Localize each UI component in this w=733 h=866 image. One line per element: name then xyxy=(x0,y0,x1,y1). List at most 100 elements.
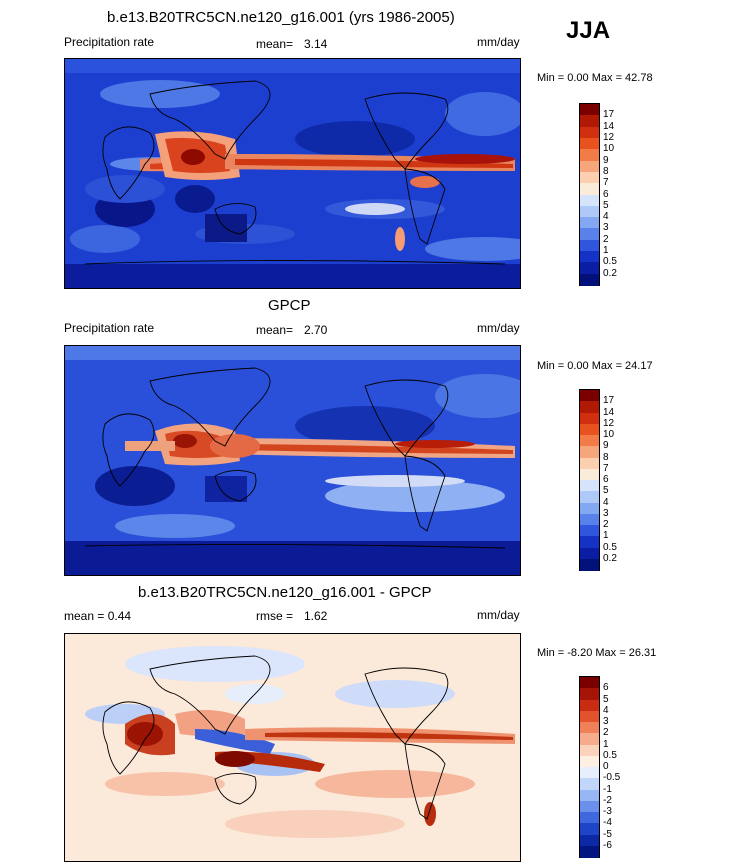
colorbar-swatch xyxy=(580,115,599,128)
colorbar-label: 1 xyxy=(603,738,609,750)
colorbar-label: 1 xyxy=(603,530,609,542)
colorbar-swatch xyxy=(580,457,599,470)
colorbar-swatch xyxy=(580,104,599,116)
colorbar-label: 9 xyxy=(603,154,609,166)
colorbar: 6 5 4 3 2 1 0.5 0 -0.5 -1 -2 -3 -4 -5 -6 xyxy=(579,676,620,858)
colorbar-label: 0.5 xyxy=(603,541,617,553)
colorbar-swatch xyxy=(580,845,599,858)
mean-value: 3.14 xyxy=(304,37,328,51)
colorbar-swatch xyxy=(580,812,599,824)
colorbar-label: 0.5 xyxy=(603,749,617,761)
colorbar-swatch xyxy=(580,767,599,779)
colorbar-label: 0.2 xyxy=(603,267,617,279)
colorbar-label: 2 xyxy=(603,519,609,530)
colorbar-swatch xyxy=(580,251,599,263)
colorbar-label: 0 xyxy=(603,761,609,772)
mean-value: 2.70 xyxy=(304,323,328,337)
colorbar-label: -5 xyxy=(603,828,612,840)
colorbar-swatch xyxy=(580,183,599,195)
variable-label: Precipitation rate xyxy=(64,321,155,335)
colorbar-label: 6 xyxy=(603,682,609,694)
colorbar-swatch xyxy=(580,525,599,537)
colorbar-label: 8 xyxy=(603,451,609,463)
colorbar-label: 6 xyxy=(603,188,609,200)
colorbar-swatch xyxy=(580,446,599,458)
colorbar-swatch xyxy=(580,205,599,218)
colorbar-label: 5 xyxy=(603,485,609,497)
colorbar-label: 8 xyxy=(603,165,609,177)
precip-map xyxy=(64,58,521,289)
colorbar-swatch xyxy=(580,558,599,571)
colorbar-label: 0.2 xyxy=(603,552,617,564)
colorbar-swatch xyxy=(580,733,599,745)
colorbar-label: 4 xyxy=(603,211,609,223)
colorbar-swatch xyxy=(580,789,599,802)
colorbar-swatch xyxy=(580,502,599,515)
minmax-label: Min = 0.00 Max = 42.78 xyxy=(537,72,653,84)
precip-map xyxy=(64,345,521,576)
colorbar-label: 5 xyxy=(603,693,609,705)
colorbar-label: 12 xyxy=(603,417,615,429)
panel-title: b.e13.B20TRC5CN.ne120_g16.001 (yrs 1986-… xyxy=(107,9,455,26)
colorbar-label: 14 xyxy=(603,406,615,418)
colorbar-swatch xyxy=(580,160,599,173)
minmax-label: Min = -8.20 Max = 26.31 xyxy=(537,647,657,659)
minmax-label: Min = 0.00 Max = 24.17 xyxy=(537,360,653,372)
colorbar-label: 14 xyxy=(603,120,615,132)
colorbar-swatch xyxy=(580,137,599,150)
mean-label: mean = 0.44 xyxy=(64,609,132,623)
difference-map xyxy=(64,633,521,862)
colorbar-swatch xyxy=(580,834,599,847)
colorbar-swatch xyxy=(580,149,599,162)
rmse-label: rmse = xyxy=(256,609,294,623)
colorbar-swatch xyxy=(580,688,599,700)
colorbar-label: 0.5 xyxy=(603,256,617,268)
colorbar-label: 10 xyxy=(603,429,615,440)
colorbar-label: 10 xyxy=(603,143,615,155)
mean-label: mean= xyxy=(256,323,294,337)
colorbar-swatch xyxy=(580,536,599,548)
colorbar: 17 14 12 10 9 8 7 6 5 4 3 2 1 0.5 0.2 xyxy=(579,389,617,571)
colorbar-swatch xyxy=(580,513,599,526)
colorbar-swatch xyxy=(580,491,599,503)
colorbar: 17 14 12 10 9 8 7 6 5 4 3 2 1 0.5 0.2 xyxy=(579,103,617,286)
panel-title: b.e13.B20TRC5CN.ne120_g16.001 - GPCP xyxy=(138,584,432,601)
colorbar-swatch xyxy=(580,217,599,229)
colorbar-label: -6 xyxy=(603,839,612,851)
colorbar-label: -0.5 xyxy=(603,772,621,784)
colorbar-label: 4 xyxy=(603,496,609,508)
panel-title: GPCP xyxy=(268,297,311,314)
colorbar-swatch xyxy=(580,547,599,560)
colorbar-swatch xyxy=(580,273,599,286)
colorbar-swatch xyxy=(580,401,599,413)
colorbar-label: 6 xyxy=(603,474,609,485)
rmse-value: 1.62 xyxy=(304,609,328,623)
colorbar-label: 4 xyxy=(603,704,609,716)
colorbar-label: 17 xyxy=(603,395,615,407)
colorbar-swatch xyxy=(580,800,599,813)
colorbar-swatch xyxy=(580,480,599,492)
colorbar-label: 3 xyxy=(603,222,609,234)
colorbar-swatch xyxy=(580,194,599,207)
season-label: JJA xyxy=(566,17,611,44)
colorbar-swatch xyxy=(580,755,599,768)
colorbar-label: 7 xyxy=(603,177,609,189)
colorbar-swatch xyxy=(580,423,599,436)
colorbar-swatch xyxy=(580,228,599,241)
colorbar-swatch xyxy=(580,390,599,402)
colorbar-label: -4 xyxy=(603,817,612,829)
colorbar-label: 7 xyxy=(603,462,609,474)
colorbar-label: 5 xyxy=(603,199,609,211)
units-label: mm/day xyxy=(477,608,520,622)
colorbar-label: 9 xyxy=(603,440,609,452)
colorbar-swatch xyxy=(580,677,599,689)
colorbar-swatch xyxy=(580,412,599,425)
colorbar-swatch xyxy=(580,722,599,734)
colorbar-label: -1 xyxy=(603,783,612,795)
units-label: mm/day xyxy=(477,321,520,335)
colorbar-label: 17 xyxy=(603,109,615,121)
colorbar-swatch xyxy=(580,262,599,275)
colorbar-label: -3 xyxy=(603,806,612,817)
colorbar-swatch xyxy=(580,823,599,835)
colorbar-swatch xyxy=(580,171,599,184)
